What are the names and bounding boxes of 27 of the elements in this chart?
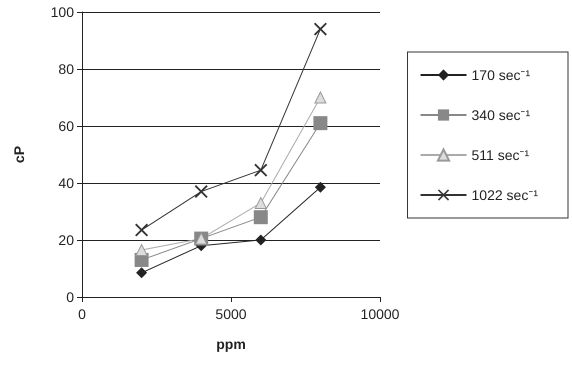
y-tick-label: 100 <box>50 4 74 20</box>
point <box>314 22 327 36</box>
point <box>136 244 148 256</box>
point <box>255 234 266 246</box>
legend-label: 1022 sec⁻¹ <box>472 187 538 203</box>
point <box>135 224 148 237</box>
x-tick-label: 10000 <box>360 306 400 322</box>
y-tick-label: 80 <box>58 61 74 77</box>
point <box>313 116 328 130</box>
y-tick-label: 20 <box>58 232 74 248</box>
point <box>254 210 268 224</box>
point <box>314 92 326 104</box>
y-axis-title: cP <box>11 146 27 164</box>
y-tick-label: 0 <box>66 289 74 305</box>
legend-label: 340 sec⁻¹ <box>472 107 531 123</box>
point <box>136 267 148 278</box>
legend-label: 170 sec⁻¹ <box>472 67 531 83</box>
legend-label: 511 sec⁻¹ <box>472 147 530 163</box>
x-axis-title: ppm <box>216 336 246 352</box>
x-tick-label: 0 <box>78 306 86 322</box>
point <box>194 185 208 198</box>
x-tick-label: 5000 <box>215 306 247 322</box>
point <box>254 196 267 209</box>
point <box>314 182 326 193</box>
y-tick-label: 60 <box>58 118 74 134</box>
point <box>254 164 268 177</box>
y-tick-label: 40 <box>58 175 74 191</box>
